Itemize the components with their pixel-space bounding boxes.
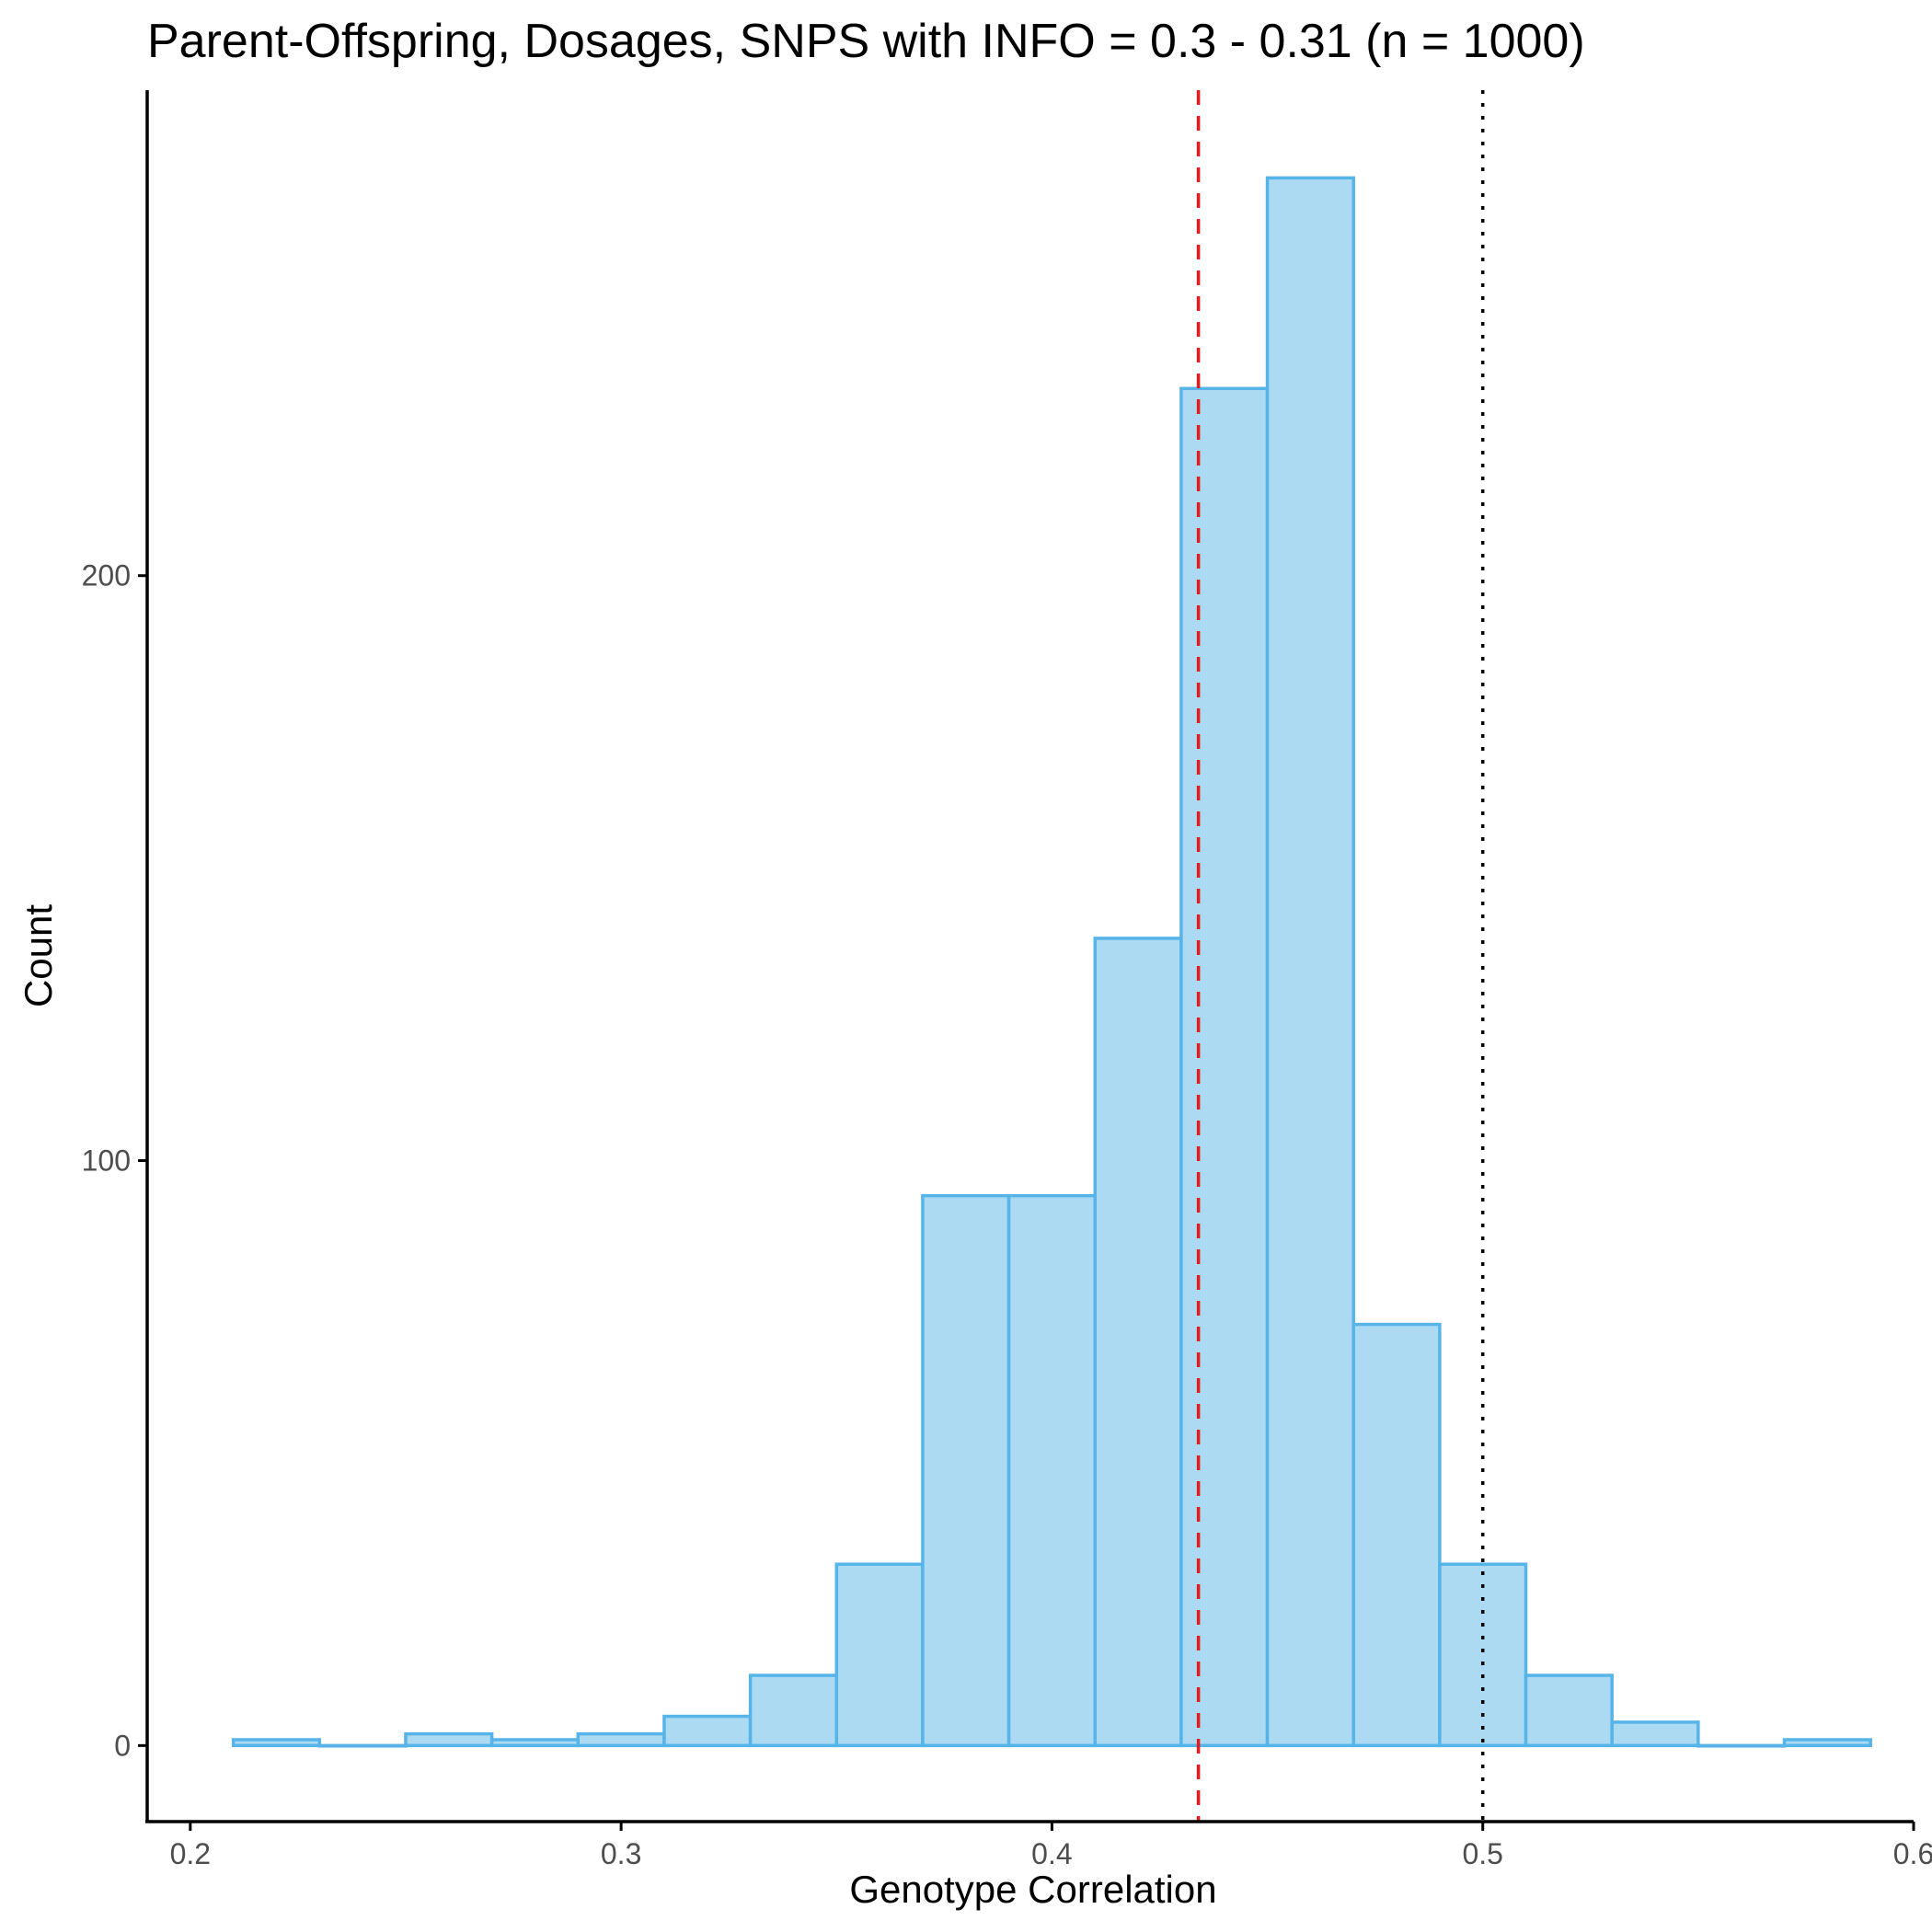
x-tick-label: 0.4 xyxy=(1031,1837,1072,1870)
histogram-bar-14 xyxy=(1438,1562,1528,1748)
histogram-bar-10 xyxy=(1093,937,1183,1748)
histogram-bar-15 xyxy=(1524,1673,1614,1748)
histogram-bar-3 xyxy=(489,1738,581,1748)
histogram-bar-16 xyxy=(1610,1720,1700,1748)
chart-title: Parent-Offspring, Dosages, SNPS with INF… xyxy=(147,15,1585,68)
histogram-bar-13 xyxy=(1351,1322,1442,1748)
x-axis-ticks: 0.2 0.3 0.4 0.5 0.6 xyxy=(170,1822,1932,1870)
x-tick-label: 0.5 xyxy=(1462,1837,1502,1870)
histogram-bar-12 xyxy=(1265,176,1355,1748)
histogram-bar-11 xyxy=(1179,386,1270,1748)
x-tick-label: 0.3 xyxy=(601,1837,641,1870)
histogram-bar-8 xyxy=(921,1193,1011,1748)
histogram-bar-9 xyxy=(1006,1193,1097,1748)
histogram-bar-17 xyxy=(1696,1743,1787,1748)
histogram-bar-2 xyxy=(404,1731,494,1748)
axes xyxy=(145,90,1914,1823)
histogram-bar-6 xyxy=(748,1673,839,1748)
histogram-bar-18 xyxy=(1782,1738,1872,1748)
histogram-bar-0 xyxy=(231,1738,322,1748)
histogram-bars xyxy=(231,176,1872,1748)
reference-lines xyxy=(1196,90,1485,1822)
histogram-bar-5 xyxy=(662,1714,753,1748)
x-tick-label: 0.6 xyxy=(1893,1837,1932,1870)
histogram-bar-1 xyxy=(317,1743,408,1748)
histogram-bar-4 xyxy=(576,1731,666,1748)
y-tick-label: 0 xyxy=(114,1729,131,1762)
x-tick-label: 0.2 xyxy=(170,1837,211,1870)
y-axis-title: Count xyxy=(17,904,60,1007)
y-axis-ticks: 0 100 200 xyxy=(82,559,147,1762)
x-axis-title: Genotype Correlation xyxy=(849,1868,1216,1911)
histogram-bar-7 xyxy=(834,1562,925,1748)
y-tick-label: 200 xyxy=(82,559,131,592)
y-tick-label: 100 xyxy=(82,1144,131,1178)
